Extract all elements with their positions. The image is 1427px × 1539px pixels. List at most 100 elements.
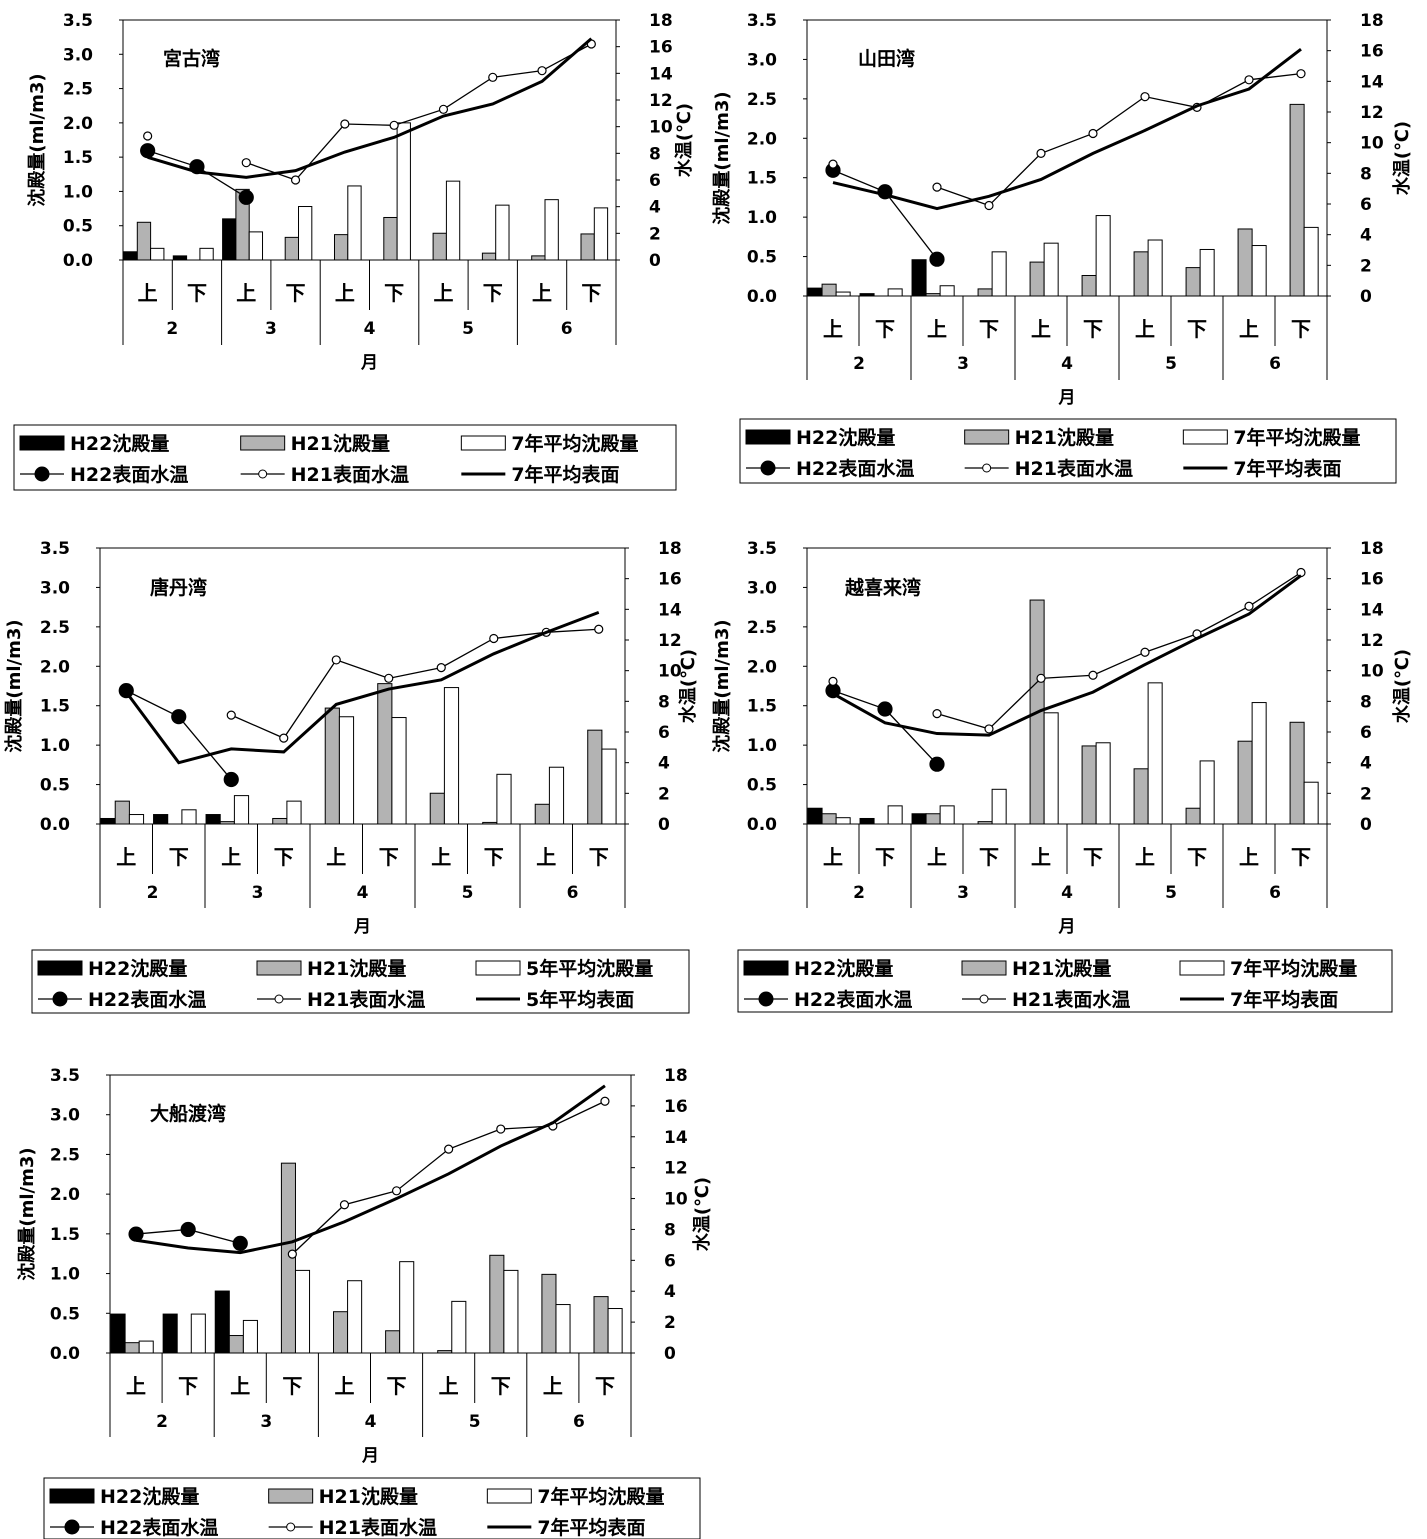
bar <box>601 748 617 825</box>
legend-swatch <box>1179 960 1225 976</box>
legend-label: 7年平均沈殿量 <box>511 432 638 455</box>
y-right-tick-label: 4 <box>658 754 670 774</box>
y-right-axis-title: 水温(℃) <box>1391 649 1413 723</box>
data-point <box>594 624 604 634</box>
legend-label: 7年平均表面 <box>511 463 619 486</box>
data-point <box>226 710 236 720</box>
month-label: 4 <box>357 883 369 903</box>
period-label: 下 <box>875 845 895 869</box>
data-point <box>877 701 893 717</box>
month-label: 5 <box>1165 883 1177 903</box>
legend-swatch <box>49 1488 95 1504</box>
bar <box>1147 239 1163 297</box>
x-axis-title: 月 <box>360 353 378 373</box>
y-left-tick-label: 1.0 <box>63 182 93 202</box>
bar <box>199 247 214 261</box>
series-line <box>147 37 593 179</box>
data-point <box>128 1226 144 1242</box>
legend-swatch <box>964 429 1010 445</box>
bar <box>481 252 497 261</box>
data-point <box>929 251 945 267</box>
bar <box>451 1300 467 1354</box>
y-right-tick-label: 2 <box>649 224 661 244</box>
data-point <box>290 175 301 185</box>
month-label: 4 <box>365 1412 377 1432</box>
legend-label: H22沈殿量 <box>794 957 893 980</box>
y-right-tick-label: 6 <box>658 723 670 743</box>
data-point <box>140 143 156 159</box>
data-point <box>1036 673 1046 683</box>
bar <box>1289 103 1305 297</box>
bar <box>1133 251 1149 297</box>
y-left-tick-label: 3.5 <box>40 539 70 559</box>
y-right-tick-label: 10 <box>658 662 682 682</box>
bar <box>347 1280 363 1354</box>
y-right-tick-label: 14 <box>649 64 673 84</box>
bar <box>181 809 197 825</box>
y-left-tick-label: 2.5 <box>747 90 777 110</box>
y-left-tick-label: 1.5 <box>50 1225 80 1245</box>
bar <box>272 817 288 825</box>
series-line <box>125 610 600 765</box>
month-label: 6 <box>561 319 573 339</box>
bar <box>235 188 250 261</box>
x-axis-title: 月 <box>353 917 371 937</box>
legend-marker <box>286 1522 296 1532</box>
y-left-tick-label: 1.5 <box>747 169 777 189</box>
data-point <box>340 119 350 129</box>
legend-box <box>31 949 690 1014</box>
period-label: 下 <box>581 281 601 305</box>
y-left-tick-label: 1.0 <box>747 736 777 756</box>
y-right-tick-label: 8 <box>664 1220 676 1240</box>
y-left-tick-label: 3.0 <box>40 578 70 598</box>
legend-swatch <box>745 429 791 445</box>
legend-label: H22表面水温 <box>794 988 912 1011</box>
y-right-tick-label: 10 <box>664 1190 688 1210</box>
bar <box>887 288 903 297</box>
legend-label: 7年平均表面 <box>1230 988 1338 1011</box>
bar <box>294 1269 311 1354</box>
period-label: 下 <box>1291 845 1311 869</box>
bar <box>153 814 169 825</box>
legend-swatch <box>961 960 1007 976</box>
period-label: 上 <box>536 845 556 869</box>
bar <box>429 792 445 825</box>
y-left-tick-label: 1.0 <box>40 736 70 756</box>
period-label: 下 <box>286 281 306 305</box>
month-label: 2 <box>853 883 865 903</box>
x-axis-title: 月 <box>1058 388 1076 408</box>
bar <box>911 813 927 825</box>
bar <box>333 234 349 261</box>
data-point <box>279 733 289 743</box>
legend-label: H21沈殿量 <box>1012 957 1111 980</box>
legend-label: H22沈殿量 <box>796 426 895 449</box>
bar <box>548 766 565 825</box>
bar <box>1147 682 1163 825</box>
legend-label: H21沈殿量 <box>1015 426 1114 449</box>
period-label: 上 <box>335 281 355 305</box>
month-label: 3 <box>260 1412 272 1432</box>
y-right-tick-label: 8 <box>1360 692 1372 712</box>
bar <box>1043 242 1059 297</box>
bar <box>807 807 823 825</box>
y-right-tick-label: 16 <box>649 38 673 58</box>
bar <box>396 122 411 261</box>
data-point <box>828 159 838 169</box>
bar <box>1029 261 1045 297</box>
chart-title: 越喜来湾 <box>844 576 921 599</box>
data-point <box>331 655 341 665</box>
bar <box>128 814 145 825</box>
month-label: 6 <box>573 1412 585 1432</box>
bar <box>445 180 461 261</box>
data-point <box>600 1096 610 1106</box>
month-label: 3 <box>265 319 277 339</box>
legend-marker <box>979 994 989 1004</box>
y-left-tick-label: 2.0 <box>747 129 777 149</box>
y-right-tick-label: 0 <box>664 1344 676 1364</box>
data-point <box>384 673 394 683</box>
y-right-tick-label: 18 <box>649 11 673 31</box>
period-label: 下 <box>1187 317 1207 341</box>
y-right-tick-label: 16 <box>664 1097 688 1117</box>
bar <box>821 813 837 825</box>
